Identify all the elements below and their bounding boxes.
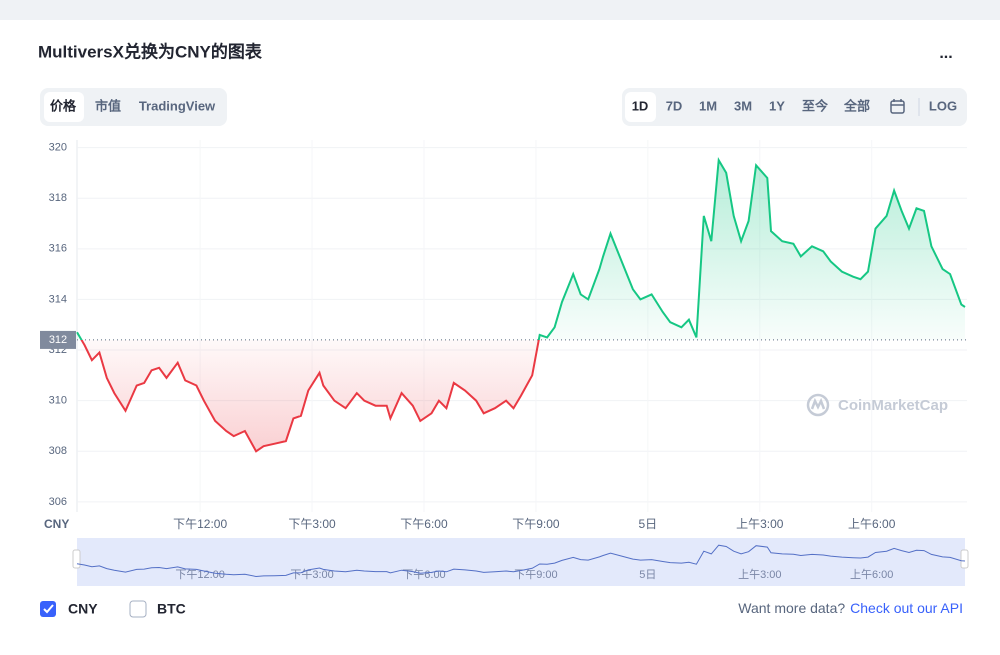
chart-title: MultiversX兑换为CNY的图表 <box>38 41 263 61</box>
x-tick-label: 下午12:00 <box>173 517 227 531</box>
top-strip <box>0 0 1000 20</box>
checkbox-checked[interactable] <box>40 601 56 617</box>
baseline-label-box <box>40 330 76 349</box>
range[interactable]: 1D <box>632 98 649 113</box>
navigator-tick-label: 下午6:00 <box>402 568 445 581</box>
checkbox[interactable] <box>129 600 147 618</box>
api-link[interactable]: Check out our API <box>850 600 963 616</box>
baseline-label: 312 <box>49 334 67 346</box>
navigator[interactable] <box>77 538 965 586</box>
menu-button[interactable]: ... <box>939 45 952 62</box>
y-tick-label: 306 <box>49 496 67 508</box>
footer-text: Want more data? <box>738 600 845 616</box>
range[interactable]: 全部 <box>843 98 870 113</box>
navigator-line <box>76 544 966 578</box>
range[interactable]: LOG <box>929 98 957 113</box>
area <box>77 160 965 452</box>
check-mark <box>43 604 54 614</box>
range[interactable]: 1Y <box>769 98 785 113</box>
legend-label[interactable]: BTC <box>157 601 186 617</box>
range[interactable]: 至今 <box>802 98 829 113</box>
navigator-tick-label: 5日 <box>639 569 656 581</box>
tab-group <box>40 88 227 126</box>
y-tick-label: 316 <box>49 243 67 255</box>
footer: Want more data? Check out our API <box>738 600 963 616</box>
navigator-handle[interactable] <box>72 549 81 569</box>
tab[interactable]: TradingView <box>139 98 216 113</box>
y-tick-label: 320 <box>49 141 67 153</box>
x-tick-label: 5日 <box>639 517 658 531</box>
navigator-tick-label: 下午3:00 <box>290 568 333 581</box>
active-tab <box>44 92 84 122</box>
watermark: CoinMarketCap <box>838 397 948 414</box>
x-tick-label: 上午3:00 <box>736 517 784 531</box>
tab[interactable]: 价格 <box>50 98 77 113</box>
price-line <box>76 157 966 453</box>
calendar-icon[interactable] <box>890 99 905 114</box>
range[interactable]: 1M <box>699 98 717 113</box>
y-tick-label: 310 <box>49 395 67 407</box>
navigator-handle[interactable] <box>960 549 969 569</box>
watermark-logo <box>806 393 830 417</box>
active-range <box>625 92 656 122</box>
x-tick-label: 下午6:00 <box>400 517 448 531</box>
x-tick-label: 上午6:00 <box>848 517 896 531</box>
range-group <box>622 88 967 126</box>
navigator-tick-label: 下午9:00 <box>514 568 557 581</box>
tab[interactable]: 市值 <box>95 98 121 113</box>
y-tick-label: 308 <box>49 445 67 457</box>
navigator-tick-label: 下午12:00 <box>175 568 225 581</box>
x-tick-label: 下午9:00 <box>512 517 560 531</box>
y-tick-label: 314 <box>49 293 67 305</box>
range[interactable]: 3M <box>734 98 752 113</box>
legend-label[interactable]: CNY <box>68 601 98 617</box>
y-unit-label: CNY <box>44 517 69 531</box>
navigator-tick-label: 上午6:00 <box>850 568 893 581</box>
x-tick-label: 下午3:00 <box>288 517 336 531</box>
y-tick-label: 318 <box>49 192 67 204</box>
navigator-tick-label: 上午3:00 <box>738 568 781 581</box>
range[interactable]: 7D <box>666 98 683 113</box>
